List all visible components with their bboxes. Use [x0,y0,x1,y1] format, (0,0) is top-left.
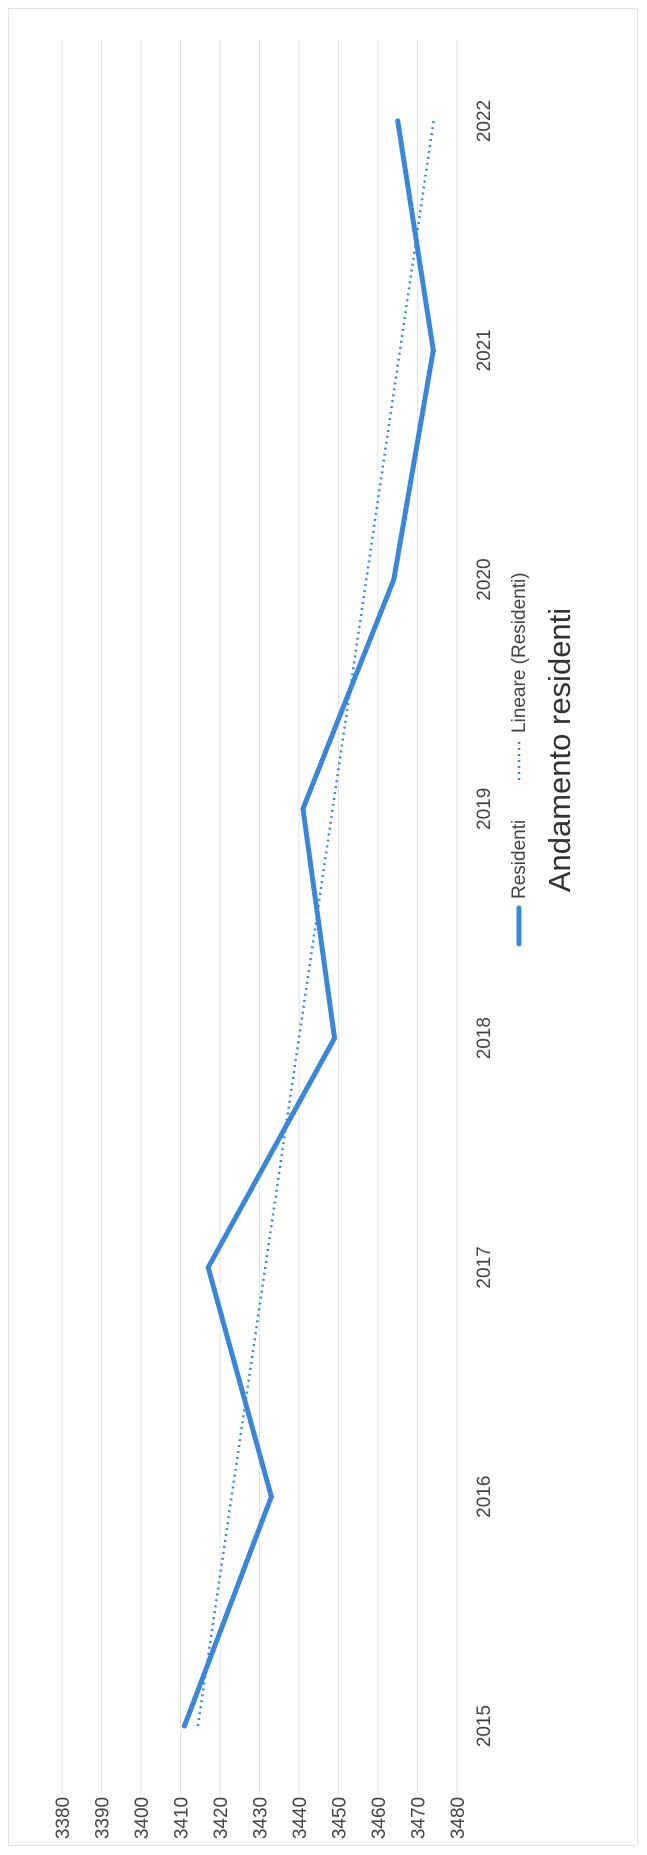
y-tick-label: 3440 [290,1797,311,1839]
series-layer [181,118,436,1729]
x-tick-label: 2021 [474,329,495,371]
y-tick-label: 3410 [172,1797,193,1839]
x-tick-label: 2018 [474,1017,495,1059]
chart-title: Andamento residenti [542,608,577,892]
y-axis-ticks: 3380 3390 3400 3410 3420 3430 3440 3450 3460 3470… [53,1797,469,1839]
y-tick-label: 3420 [211,1797,232,1839]
x-tick-label: 2019 [474,788,495,830]
grid-lines [61,40,458,1795]
y-tick-label: 3390 [93,1797,114,1839]
data-point-residenti [332,1035,338,1041]
chart-frame [8,8,638,1846]
legend-label-residenti: Residenti [509,820,530,899]
data-point-residenti [268,1494,274,1500]
data-point-residenti [205,1264,211,1270]
y-tick-label: 3430 [251,1797,272,1839]
data-point-residenti [395,118,401,124]
legend-label-trendline: Lineare (Residenti) [509,572,530,733]
x-tick-label: 2015 [474,1705,495,1747]
data-point-residenti [391,577,397,583]
x-tick-label: 2022 [474,100,495,142]
x-axis-ticks: 2015 2016 2017 2018 2019 2020 2021 2022 [474,100,495,1747]
series-line-residenti [181,118,436,1729]
legend: Residenti Lineare (Residenti) [509,572,530,947]
x-tick-label: 2016 [474,1476,495,1518]
x-tick-label: 2017 [474,1246,495,1288]
y-tick-label: 3450 [330,1797,351,1839]
data-point-residenti [181,1723,187,1729]
data-point-residenti [300,806,306,812]
y-tick-label: 3400 [132,1797,153,1839]
y-tick-label: 3470 [409,1797,430,1839]
trendline [196,120,435,1727]
y-tick-label: 3460 [369,1797,390,1839]
y-tick-label: 3380 [53,1797,74,1839]
y-tick-label: 3480 [448,1797,469,1839]
data-point-residenti [430,347,436,353]
x-tick-label: 2020 [474,558,495,600]
